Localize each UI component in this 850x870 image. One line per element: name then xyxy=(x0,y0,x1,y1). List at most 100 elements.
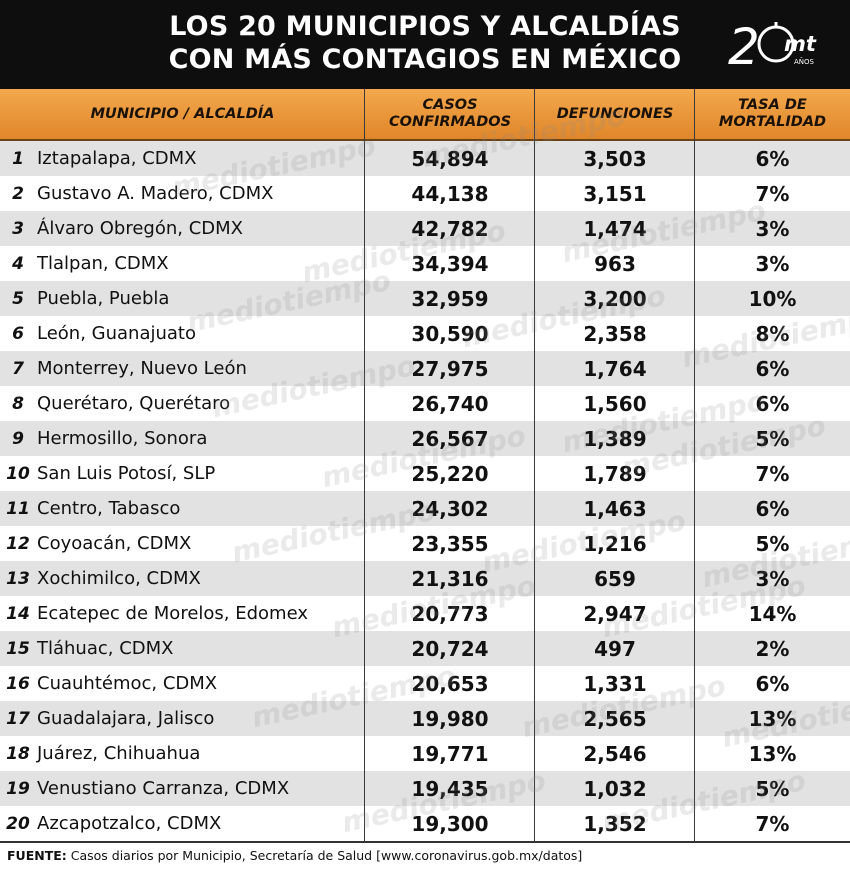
municipio-cell: San Luis Potosí, SLP xyxy=(37,463,216,484)
municipio-cell: León, Guanajuato xyxy=(37,323,196,344)
tasa-cell: 10% xyxy=(748,286,797,311)
municipio-cell: Monterrey, Nuevo León xyxy=(37,358,247,379)
table-row: 2 Gustavo A. Madero, CDMX 44,138 3,151 7% xyxy=(0,176,850,211)
rank-cell: 19 xyxy=(6,778,30,799)
defunciones-cell: 1,389 xyxy=(583,426,647,451)
table-row: 4 Tlalpan, CDMX 34,394 963 3% xyxy=(0,246,850,281)
rank-cell: 16 xyxy=(6,673,30,694)
column-header-defunciones: DEFUNCIONES xyxy=(556,105,674,122)
column-header-casos: CASOS CONFIRMADOS xyxy=(365,89,535,139)
table-row: 9 Hermosillo, Sonora 26,567 1,389 5% xyxy=(0,421,850,456)
rank-cell: 11 xyxy=(6,498,30,519)
rank-cell: 6 xyxy=(12,323,24,344)
rank-cell: 18 xyxy=(6,743,30,764)
tasa-cell: 7% xyxy=(755,461,790,486)
casos-cell: 19,771 xyxy=(411,741,489,766)
source-text: Casos diarios por Municipio, Secretaría … xyxy=(66,848,583,863)
casos-line-2: CONFIRMADOS xyxy=(388,114,512,130)
defunciones-cell: 2,358 xyxy=(583,321,647,346)
tasa-line-2: MORTALIDAD xyxy=(718,114,827,130)
municipio-cell: Tlalpan, CDMX xyxy=(37,253,169,274)
rank-cell: 4 xyxy=(12,253,24,274)
tasa-cell: 8% xyxy=(755,321,790,346)
tasa-cell: 6% xyxy=(755,356,790,381)
casos-cell: 34,394 xyxy=(411,251,489,276)
rank-cell: 12 xyxy=(6,533,30,554)
tasa-cell: 6% xyxy=(755,496,790,521)
municipio-cell: Centro, Tabasco xyxy=(37,498,181,519)
casos-cell: 42,782 xyxy=(411,216,489,241)
tasa-cell: 3% xyxy=(755,251,790,276)
tasa-cell: 6% xyxy=(755,671,790,696)
casos-line-1: CASOS xyxy=(422,97,478,113)
defunciones-cell: 1,474 xyxy=(583,216,647,241)
table-row: 10 San Luis Potosí, SLP 25,220 1,789 7% xyxy=(0,456,850,491)
casos-cell: 21,316 xyxy=(411,566,489,591)
logo-mark: mt xyxy=(784,32,817,56)
table-row: 19 Venustiano Carranza, CDMX 19,435 1,032 5% xyxy=(0,771,850,806)
casos-cell: 54,894 xyxy=(411,146,489,171)
table-row: 1 Iztapalapa, CDMX 54,894 3,503 6% xyxy=(0,141,850,176)
casos-cell: 27,975 xyxy=(411,356,489,381)
defunciones-cell: 1,463 xyxy=(583,496,647,521)
tasa-cell: 6% xyxy=(755,391,790,416)
municipio-cell: Iztapalapa, CDMX xyxy=(37,148,197,169)
tasa-cell: 7% xyxy=(755,181,790,206)
rank-cell: 20 xyxy=(6,813,30,834)
defunciones-cell: 1,352 xyxy=(583,811,647,836)
rank-cell: 15 xyxy=(6,638,30,659)
tasa-cell: 5% xyxy=(755,531,790,556)
municipio-cell: Tláhuac, CDMX xyxy=(37,638,174,659)
tasa-cell: 13% xyxy=(748,706,797,731)
defunciones-cell: 1,789 xyxy=(583,461,647,486)
rank-cell: 14 xyxy=(6,603,30,624)
column-divider xyxy=(694,89,695,841)
tasa-cell: 3% xyxy=(755,216,790,241)
defunciones-cell: 1,331 xyxy=(583,671,647,696)
logo-sub: AÑOS xyxy=(794,57,815,66)
tasa-cell: 5% xyxy=(755,426,790,451)
column-divider xyxy=(364,89,365,841)
casos-cell: 20,773 xyxy=(411,601,489,626)
tasa-cell: 3% xyxy=(755,566,790,591)
casos-cell: 25,220 xyxy=(411,461,489,486)
column-header-municipio: MUNICIPIO / ALCALDÍA xyxy=(90,105,275,122)
tasa-cell: 2% xyxy=(755,636,790,661)
source-label: FUENTE: xyxy=(7,848,67,863)
defunciones-cell: 3,503 xyxy=(583,146,647,171)
casos-cell: 19,300 xyxy=(411,811,489,836)
rank-cell: 7 xyxy=(12,358,24,379)
table-row: 7 Monterrey, Nuevo León 27,975 1,764 6% xyxy=(0,351,850,386)
casos-cell: 30,590 xyxy=(411,321,489,346)
column-header-tasa: TASA DE MORTALIDAD xyxy=(695,89,850,139)
rank-cell: 9 xyxy=(12,428,24,449)
municipio-cell: Cuauhtémoc, CDMX xyxy=(37,673,218,694)
defunciones-cell: 1,764 xyxy=(583,356,647,381)
casos-cell: 44,138 xyxy=(411,181,489,206)
tasa-cell: 6% xyxy=(755,146,790,171)
rank-cell: 13 xyxy=(6,568,30,589)
municipio-cell: Querétaro, Querétaro xyxy=(37,393,231,414)
defunciones-cell: 2,546 xyxy=(583,741,647,766)
table-row: 15 Tláhuac, CDMX 20,724 497 2% xyxy=(0,631,850,666)
table-row: 18 Juárez, Chihuahua 19,771 2,546 13% xyxy=(0,736,850,771)
source-note: FUENTE: Casos diarios por Municipio, Sec… xyxy=(7,848,582,863)
rank-cell: 10 xyxy=(6,463,30,484)
rank-cell: 1 xyxy=(12,148,24,169)
table-row: 14 Ecatepec de Morelos, Edomex 20,773 2,947… xyxy=(0,596,850,631)
title-line-2: CON MÁS CONTAGIOS EN MÉXICO xyxy=(168,44,682,75)
defunciones-cell: 2,947 xyxy=(583,601,647,626)
table-row: 13 Xochimilco, CDMX 21,316 659 3% xyxy=(0,561,850,596)
municipio-cell: Hermosillo, Sonora xyxy=(37,428,208,449)
municipio-cell: Álvaro Obregón, CDMX xyxy=(37,218,243,239)
casos-cell: 32,959 xyxy=(411,286,489,311)
casos-cell: 19,980 xyxy=(411,706,489,731)
rank-cell: 3 xyxy=(12,218,24,239)
municipio-cell: Venustiano Carranza, CDMX xyxy=(37,778,290,799)
rank-cell: 5 xyxy=(12,288,24,309)
column-divider xyxy=(534,89,535,841)
tasa-cell: 13% xyxy=(748,741,797,766)
table-row: 8 Querétaro, Querétaro 26,740 1,560 6% xyxy=(0,386,850,421)
defunciones-cell: 3,151 xyxy=(583,181,647,206)
tasa-line-1: TASA DE xyxy=(738,97,807,113)
